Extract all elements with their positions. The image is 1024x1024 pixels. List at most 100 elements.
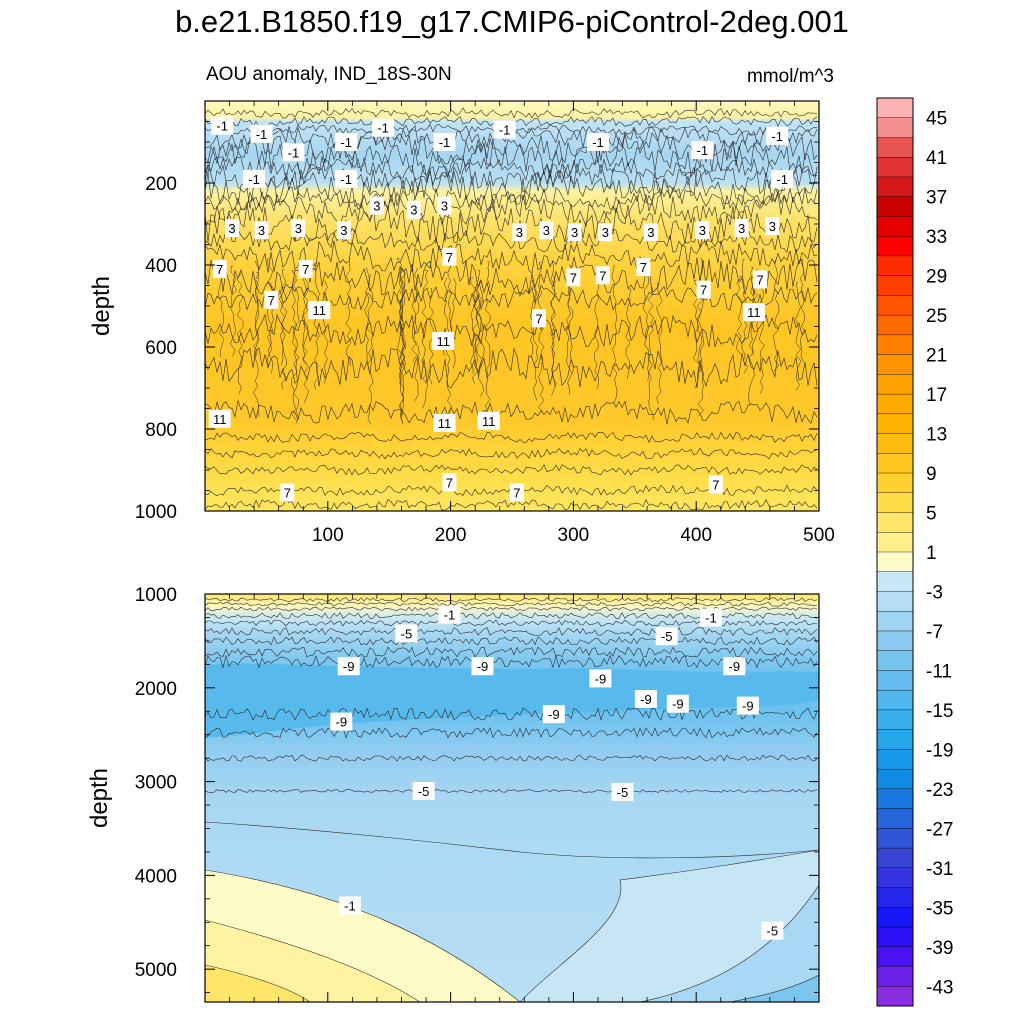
- contour-label-text: 7: [284, 486, 291, 501]
- upper-plot-background: [205, 101, 819, 511]
- contour-label: -9: [542, 705, 565, 724]
- contour-label-text: 11: [482, 414, 496, 429]
- contour-label-bg: [636, 258, 651, 277]
- contour-label: 7: [280, 483, 295, 502]
- contour-streak: [611, 264, 618, 404]
- contour-label-bg: [567, 223, 582, 242]
- colorbar-swatch: [876, 867, 914, 889]
- contour-streak: [474, 269, 480, 367]
- contour-label: 7: [264, 290, 279, 309]
- contour-label-bg: [539, 221, 554, 240]
- colorbar-swatch: [876, 176, 914, 198]
- contour-label: 11: [477, 411, 500, 430]
- colorbar-swatch: [876, 354, 914, 375]
- contour-label: 3: [225, 219, 239, 238]
- contour-label-bg: [225, 219, 239, 238]
- colorbar-swatch: [876, 551, 914, 573]
- contour-label-text: 7: [640, 260, 647, 275]
- contour-label-text: -1: [705, 610, 717, 625]
- contour-label-bg: [338, 896, 361, 915]
- contour-label-text: -1: [697, 143, 709, 158]
- contour-streak: [266, 258, 273, 367]
- contour-label-text: -9: [595, 671, 607, 686]
- colorbar-swatch: [876, 532, 914, 553]
- contour-line: [205, 399, 818, 425]
- contour-label-bg: [433, 413, 456, 432]
- contour-label-bg: [765, 217, 780, 236]
- contour-streak: [345, 257, 352, 366]
- x-tick-label: 300: [558, 525, 590, 546]
- contour-streak: [279, 286, 286, 366]
- contour-label-bg: [699, 608, 722, 627]
- contour-label: -5: [611, 782, 634, 801]
- contour-line: [205, 727, 818, 739]
- contour-label: 7: [212, 260, 227, 279]
- colorbar-swatch: [876, 591, 914, 612]
- contour-label-text: -9: [672, 697, 684, 712]
- contour-label-bg: [723, 657, 746, 676]
- contour-label-bg: [282, 143, 305, 162]
- contour-label: -1: [372, 118, 395, 137]
- y-tick-label: 1000: [135, 585, 177, 606]
- colorbar-swatch: [876, 255, 914, 277]
- contour-label-text: 11: [436, 334, 450, 349]
- y-tick-label: 400: [145, 256, 177, 277]
- contour-label-bg: [337, 657, 360, 676]
- y-tick-label: 3000: [135, 773, 177, 794]
- contour-line: [205, 107, 818, 119]
- contour-streak: [364, 267, 371, 365]
- contour-line: [639, 884, 819, 1002]
- colorbar-tick-label: 17: [926, 385, 947, 406]
- contour-streak: [758, 273, 765, 394]
- contour-label-bg: [254, 221, 269, 240]
- contour-label-text: 3: [258, 223, 265, 238]
- contour-label-bg: [611, 782, 634, 801]
- deep-blue-corner: [640, 885, 819, 1002]
- contour-label-bg: [406, 200, 421, 219]
- contour-line: [205, 869, 521, 1002]
- contour-streak: [550, 275, 557, 396]
- colorbar-swatch: [876, 196, 914, 217]
- contour-label-bg: [595, 266, 610, 285]
- contour-label: -5: [761, 921, 784, 940]
- colorbar-swatch: [876, 709, 914, 731]
- contour-label: 7: [442, 247, 457, 266]
- contour-label-bg: [243, 169, 266, 188]
- contour-label-text: -5: [767, 924, 779, 939]
- contour-label-text: -1: [771, 129, 783, 144]
- y-tick-label: 5000: [135, 960, 177, 981]
- colorbar-swatch: [876, 729, 914, 750]
- contour-streak: [450, 277, 457, 369]
- contour-label-text: 7: [268, 293, 275, 308]
- contour-label-bg: [695, 221, 710, 240]
- contour-line: [205, 606, 818, 612]
- contour-label: -1: [766, 126, 789, 145]
- colorbar-swatch: [876, 768, 914, 790]
- contour-label-bg: [433, 133, 456, 151]
- contour-label-bg: [211, 116, 234, 135]
- contour-label-bg: [771, 169, 794, 188]
- colorbar-tick-label: 21: [926, 346, 947, 367]
- contour-streak: [230, 265, 237, 357]
- contour-line: [205, 627, 818, 636]
- contour-label-bg: [369, 196, 384, 215]
- contour-line: [205, 192, 818, 227]
- colorbar-swatch: [876, 670, 914, 691]
- colorbar: 45 41 37 33 29 25 21 17 13 9 5 1 -3 -7 -11 -15 -19 -23 -27…: [876, 97, 953, 1007]
- contour-label-bg: [598, 223, 613, 242]
- contour-label-text: -9: [742, 699, 754, 714]
- colorbar-swatch: [876, 235, 914, 257]
- contour-label: 11: [742, 303, 765, 322]
- upper-axis-ticks: 100 200 300 400 500 200 400 600 800 1000: [135, 100, 835, 546]
- contour-label-text: -9: [640, 692, 652, 707]
- lower-y-axis-title: depth: [86, 768, 113, 828]
- contour-label-text: 7: [712, 477, 719, 492]
- contour-label-text: 3: [738, 221, 745, 236]
- contour-label-text: -1: [288, 145, 300, 160]
- contour-label-text: 7: [599, 268, 606, 283]
- contour-streak: [291, 270, 298, 421]
- contour-label: 11: [433, 413, 456, 432]
- contour-label-text: 11: [213, 412, 227, 427]
- contour-streak: [396, 258, 403, 385]
- contour-streak: [252, 272, 260, 417]
